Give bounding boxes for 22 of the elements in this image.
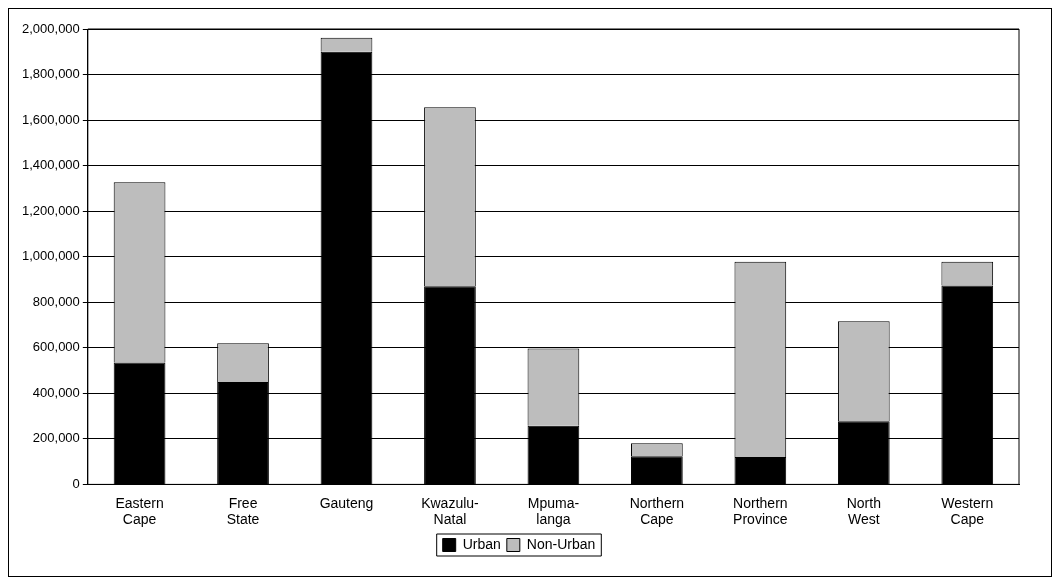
x-tick-label: Western Cape bbox=[941, 494, 994, 528]
y-tick-label: 1,000,000 bbox=[21, 248, 80, 264]
x-tick-label: Northern Province bbox=[733, 494, 788, 528]
legend-label: Urban bbox=[462, 535, 501, 552]
x-tick-label: Eastern Cape bbox=[115, 494, 164, 528]
x-tick-label: Free State bbox=[226, 494, 260, 528]
y-tick-label: 400,000 bbox=[32, 384, 80, 400]
x-tick-label: Gauteng bbox=[319, 494, 374, 511]
y-tick-label: 1,200,000 bbox=[21, 202, 80, 218]
x-tick-label: North West bbox=[846, 494, 881, 528]
x-tick-label: Mpuma- langa bbox=[527, 494, 580, 528]
y-tick-label: 0 bbox=[72, 475, 80, 491]
y-tick-label: 1,800,000 bbox=[21, 66, 80, 82]
y-tick-label: 600,000 bbox=[32, 339, 80, 355]
legend-label: Non-Urban bbox=[526, 535, 596, 552]
y-tick-label: 800,000 bbox=[32, 293, 80, 309]
x-tick-label: Northern Cape bbox=[629, 494, 685, 528]
x-tick-label: Kwazulu- Natal bbox=[421, 494, 480, 528]
y-tick-label: 1,400,000 bbox=[21, 157, 80, 173]
y-tick-label: 1,600,000 bbox=[21, 111, 80, 127]
y-tick-label: 2,000,000 bbox=[21, 20, 80, 36]
y-tick-label: 200,000 bbox=[32, 430, 80, 446]
